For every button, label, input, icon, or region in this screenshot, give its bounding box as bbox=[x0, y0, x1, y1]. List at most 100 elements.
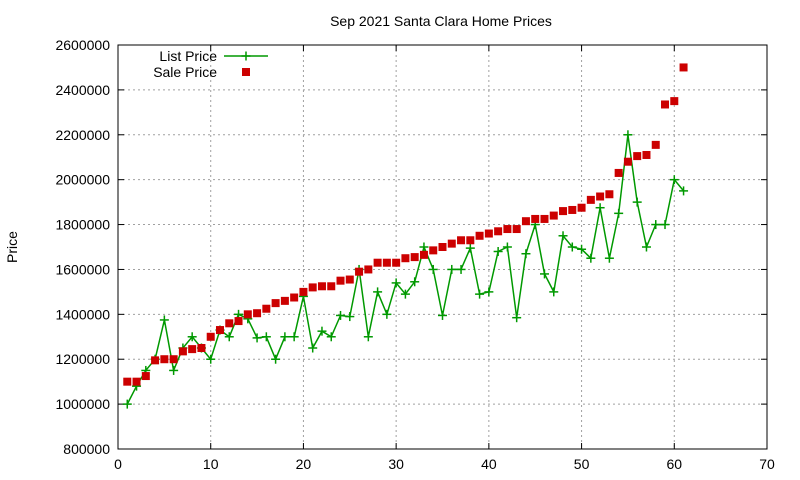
x-tick-label: 20 bbox=[296, 456, 312, 472]
sale-price-point bbox=[614, 168, 623, 177]
sale-price-point bbox=[317, 282, 326, 291]
sale-price-point bbox=[475, 231, 484, 240]
sale-price-point bbox=[531, 214, 540, 223]
sale-price-point bbox=[392, 258, 401, 267]
list-price-point bbox=[539, 269, 549, 279]
sale-price-point bbox=[234, 317, 243, 326]
sale-price-point bbox=[225, 319, 234, 328]
sale-price-point bbox=[169, 355, 178, 364]
list-price-point bbox=[623, 130, 633, 140]
list-price-point bbox=[493, 246, 503, 256]
y-tick-label: 2000000 bbox=[55, 172, 110, 188]
sale-price-point bbox=[605, 190, 614, 199]
list-price-point bbox=[336, 310, 346, 320]
sale-price-point bbox=[577, 203, 586, 212]
x-tick-label: 70 bbox=[759, 456, 775, 472]
sale-price-point bbox=[559, 207, 568, 216]
chart-title: Sep 2021 Santa Clara Home Prices bbox=[330, 13, 552, 29]
list-price-point bbox=[187, 332, 197, 342]
axis-ticks: 0 10 20 30 40 50 60 70 800000 1000000 1200000 14000… bbox=[55, 37, 775, 472]
sale-price-point bbox=[197, 344, 206, 352]
legend-label: Sale Price bbox=[153, 64, 217, 80]
sale-price-point bbox=[355, 267, 364, 276]
sale-price-point bbox=[327, 282, 336, 291]
sale-price-point bbox=[549, 211, 558, 220]
sale-price-point bbox=[596, 192, 605, 201]
sale-price-point bbox=[494, 227, 503, 236]
sale-price-point bbox=[419, 250, 428, 259]
list-price-point bbox=[502, 242, 512, 252]
sale-price-point bbox=[271, 299, 280, 308]
sale-price-point bbox=[568, 205, 577, 214]
sale-price-point bbox=[206, 332, 215, 341]
sale-price-point bbox=[345, 275, 354, 284]
list-price-point bbox=[252, 333, 262, 343]
sale-price-point bbox=[661, 100, 670, 109]
list-price-point bbox=[317, 326, 327, 336]
list-price-point bbox=[206, 354, 216, 364]
list-price-point bbox=[660, 220, 670, 230]
list-price-point bbox=[456, 264, 466, 274]
sale-price-point bbox=[280, 296, 289, 305]
sale-price-point bbox=[336, 276, 345, 285]
sale-price-point bbox=[141, 372, 150, 381]
list-price-point bbox=[567, 242, 577, 252]
sale-price-point bbox=[262, 304, 271, 313]
list-price-point bbox=[345, 312, 355, 322]
sale-price-point bbox=[243, 310, 252, 319]
list-price-point bbox=[382, 309, 392, 319]
list-price-point bbox=[391, 278, 401, 288]
legend-square-marker bbox=[242, 68, 250, 76]
sale-price-point bbox=[623, 157, 632, 166]
list-price-point bbox=[159, 315, 169, 325]
sale-price-point bbox=[151, 356, 160, 365]
sale-price-point bbox=[401, 254, 410, 263]
list-price-point bbox=[651, 220, 661, 230]
sale-price-point bbox=[633, 152, 642, 161]
x-tick-label: 60 bbox=[666, 456, 682, 472]
sale-price-point bbox=[540, 214, 549, 223]
sale-price-point bbox=[642, 150, 651, 159]
list-price-point bbox=[261, 332, 271, 342]
sale-price-point bbox=[484, 229, 493, 238]
y-tick-label: 2200000 bbox=[55, 127, 110, 143]
sale-price-point bbox=[123, 377, 132, 386]
list-price-point bbox=[577, 244, 587, 254]
sale-price-point bbox=[188, 345, 197, 354]
sale-price-point bbox=[679, 63, 688, 72]
legend-label: List Price bbox=[159, 48, 217, 64]
list-price-point bbox=[400, 289, 410, 299]
sale-price-point bbox=[521, 217, 530, 226]
y-tick-label: 800000 bbox=[63, 441, 110, 457]
x-tick-label: 40 bbox=[481, 456, 497, 472]
y-tick-label: 1000000 bbox=[55, 396, 110, 412]
sale-price-point bbox=[410, 253, 419, 262]
list-price-point bbox=[373, 287, 383, 297]
y-tick-label: 1200000 bbox=[55, 351, 110, 367]
list-price-point bbox=[289, 332, 299, 342]
list-price-point bbox=[632, 197, 642, 207]
sale-price-point bbox=[651, 140, 660, 149]
sale-price-point bbox=[215, 326, 224, 335]
list-price-point bbox=[122, 399, 132, 409]
list-price-point bbox=[308, 343, 318, 353]
sale-price-point bbox=[503, 225, 512, 234]
sale-price-point bbox=[670, 97, 679, 106]
sale-price-point bbox=[132, 377, 141, 386]
list-price-point bbox=[641, 242, 651, 252]
sale-price-point bbox=[382, 258, 391, 267]
list-price-point bbox=[475, 289, 485, 299]
sale-price-point bbox=[438, 243, 447, 251]
x-tick-label: 30 bbox=[388, 456, 404, 472]
y-tick-label: 1800000 bbox=[55, 217, 110, 233]
y-tick-label: 2400000 bbox=[55, 82, 110, 98]
list-price-point bbox=[558, 231, 568, 241]
list-price-point bbox=[428, 264, 438, 274]
list-price-point bbox=[512, 313, 522, 323]
sale-price-point bbox=[299, 287, 308, 296]
list-price-point bbox=[419, 242, 429, 252]
x-tick-label: 50 bbox=[574, 456, 590, 472]
list-price-point bbox=[614, 208, 624, 218]
